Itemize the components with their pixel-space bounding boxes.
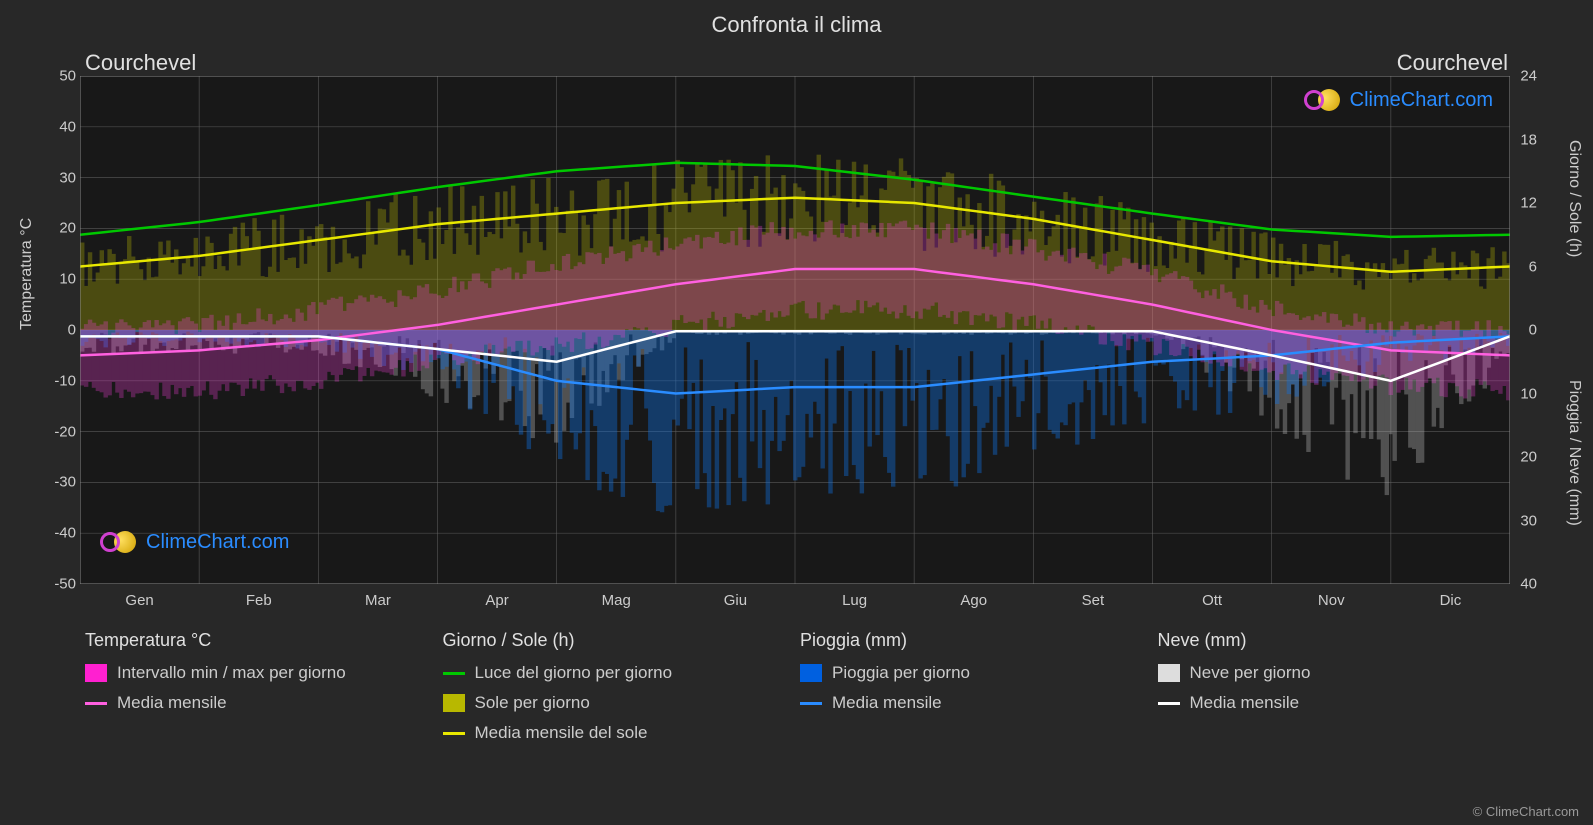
legend-swatch xyxy=(85,664,107,682)
tick-left: 40 xyxy=(48,118,76,135)
legend-group: Temperatura °C Intervallo min / max per g… xyxy=(85,630,443,753)
legend-item: Intervallo min / max per giorno xyxy=(85,663,443,683)
legend-swatch xyxy=(800,664,822,682)
legend-label: Neve per giorno xyxy=(1190,663,1311,683)
month-label: Gen xyxy=(125,592,153,609)
tick-left: -20 xyxy=(48,423,76,440)
legend-swatch xyxy=(1158,702,1180,705)
legend-item: Media mensile xyxy=(1158,693,1516,713)
tick-left: -40 xyxy=(48,525,76,542)
legend-item: Luce del giorno per giorno xyxy=(443,663,801,683)
legend-label: Pioggia per giorno xyxy=(832,663,970,683)
chart-svg xyxy=(80,76,1510,584)
tick-right-mm: 30 xyxy=(1520,512,1537,529)
legend-label: Sole per giorno xyxy=(475,693,590,713)
y-axis-left-label: Temperatura °C xyxy=(18,218,36,330)
tick-right-mm: 10 xyxy=(1520,385,1537,402)
legend-item: Media mensile xyxy=(800,693,1158,713)
month-label: Feb xyxy=(246,592,272,609)
legend-item: Neve per giorno xyxy=(1158,663,1516,683)
legend-label: Media mensile del sole xyxy=(475,723,648,743)
legend-group: Neve (mm) Neve per giorno Media mensile xyxy=(1158,630,1516,753)
tick-left: -50 xyxy=(48,576,76,593)
tick-left: -10 xyxy=(48,372,76,389)
brand-text: ClimeChart.com xyxy=(1350,89,1493,112)
tick-right-hours: 0 xyxy=(1529,322,1537,339)
y-axis-right-bottom-label: Pioggia / Neve (mm) xyxy=(1565,380,1583,526)
month-label: Apr xyxy=(485,592,508,609)
tick-right-hours: 6 xyxy=(1529,258,1537,275)
legend-swatch xyxy=(85,702,107,705)
legend-title: Temperatura °C xyxy=(85,630,443,651)
month-label: Ott xyxy=(1202,592,1222,609)
tick-right-mm: 20 xyxy=(1520,449,1537,466)
month-label: Giu xyxy=(724,592,747,609)
tick-left: 30 xyxy=(48,169,76,186)
logo-icon xyxy=(100,530,140,554)
location-label-left: Courchevel xyxy=(85,50,196,76)
tick-left: 0 xyxy=(48,322,76,339)
tick-left: 10 xyxy=(48,271,76,288)
legend-title: Neve (mm) xyxy=(1158,630,1516,651)
legend-item: Sole per giorno xyxy=(443,693,801,713)
logo-icon xyxy=(1304,88,1344,112)
legend-title: Giorno / Sole (h) xyxy=(443,630,801,651)
brand-logo-bottom: ClimeChart.com xyxy=(100,530,289,554)
tick-left: -30 xyxy=(48,474,76,491)
month-label: Set xyxy=(1082,592,1105,609)
legend-label: Media mensile xyxy=(117,693,227,713)
legend-label: Media mensile xyxy=(832,693,942,713)
tick-right-hours: 12 xyxy=(1520,195,1537,212)
tick-right-hours: 24 xyxy=(1520,68,1537,85)
legend-swatch xyxy=(443,672,465,675)
legend-label: Media mensile xyxy=(1190,693,1300,713)
tick-right-mm: 40 xyxy=(1520,576,1537,593)
tick-left: 50 xyxy=(48,68,76,85)
brand-text: ClimeChart.com xyxy=(146,531,289,554)
legend-item: Pioggia per giorno xyxy=(800,663,1158,683)
legend-label: Intervallo min / max per giorno xyxy=(117,663,346,683)
month-label: Mar xyxy=(365,592,391,609)
tick-left: 20 xyxy=(48,220,76,237)
month-label: Nov xyxy=(1318,592,1345,609)
legend-group: Pioggia (mm) Pioggia per giorno Media mens… xyxy=(800,630,1158,753)
chart-title: Confronta il clima xyxy=(0,0,1593,38)
month-label: Mag xyxy=(602,592,631,609)
month-label: Lug xyxy=(842,592,867,609)
legend-item: Media mensile xyxy=(85,693,443,713)
legend-swatch xyxy=(1158,664,1180,682)
legend-swatch xyxy=(443,732,465,735)
month-label: Ago xyxy=(960,592,987,609)
copyright-text: © ClimeChart.com xyxy=(1473,804,1579,819)
legend-item: Media mensile del sole xyxy=(443,723,801,743)
y-axis-right-top-label: Giorno / Sole (h) xyxy=(1565,140,1583,257)
chart-legend: Temperatura °C Intervallo min / max per g… xyxy=(85,630,1515,753)
chart-plot-area xyxy=(80,76,1510,584)
brand-logo-top: ClimeChart.com xyxy=(1304,88,1493,112)
legend-label: Luce del giorno per giorno xyxy=(475,663,673,683)
legend-swatch xyxy=(800,702,822,705)
legend-title: Pioggia (mm) xyxy=(800,630,1158,651)
legend-group: Giorno / Sole (h) Luce del giorno per gio… xyxy=(443,630,801,753)
month-label: Dic xyxy=(1440,592,1462,609)
tick-right-hours: 18 xyxy=(1520,131,1537,148)
legend-swatch xyxy=(443,694,465,712)
location-label-right: Courchevel xyxy=(1397,50,1508,76)
